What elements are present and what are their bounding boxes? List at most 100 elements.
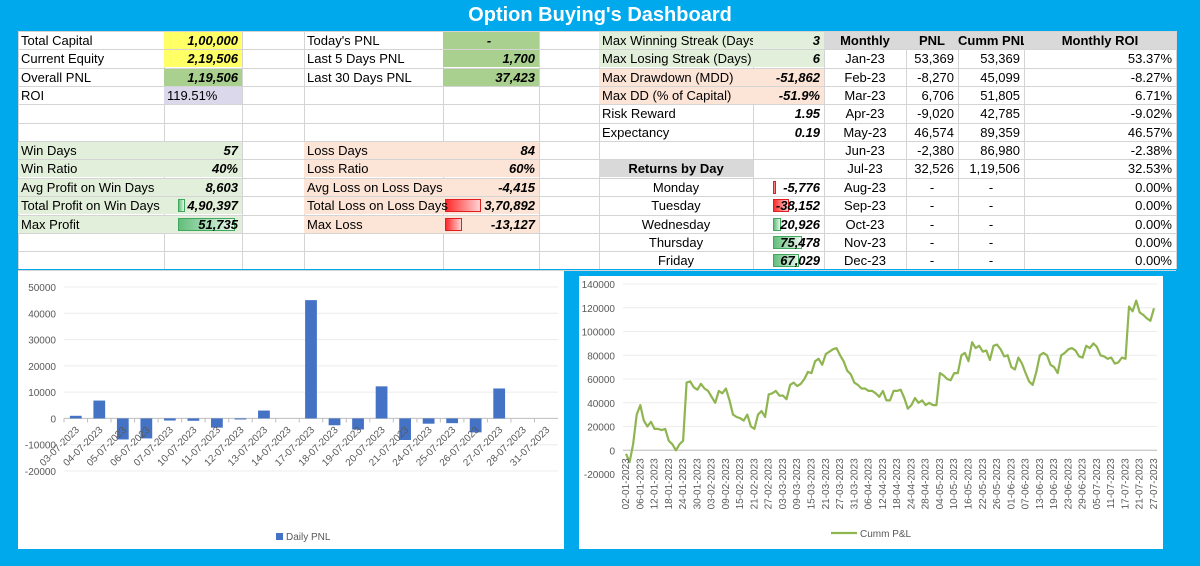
monthly-cell-11-0[interactable]: Dec-23 xyxy=(824,252,906,269)
monthly-cell-9-2[interactable]: - xyxy=(958,216,1024,233)
win-value-4[interactable]: 51,735 xyxy=(164,216,242,233)
monthly-cell-7-1[interactable]: - xyxy=(906,179,958,196)
returns-value-0[interactable]: -5,776 xyxy=(753,179,824,196)
monthly-cell-11-2[interactable]: - xyxy=(958,252,1024,269)
monthly-cell-8-0[interactable]: Sep-23 xyxy=(824,197,906,214)
monthly-cell-11-1[interactable]: - xyxy=(906,252,958,269)
monthly-cell-5-0[interactable]: Jun-23 xyxy=(824,142,906,159)
loss-value-2[interactable]: -4,415 xyxy=(443,179,539,196)
loss-value-0[interactable]: 84 xyxy=(443,142,539,159)
monthly-cell-6-0[interactable]: Jul-23 xyxy=(824,160,906,177)
monthly-cell-1-2[interactable]: 45,099 xyxy=(958,69,1024,86)
capital-value-0[interactable]: 1,00,000 xyxy=(164,32,242,49)
monthly-header-3[interactable]: Monthly ROI xyxy=(1024,32,1176,49)
monthly-cell-7-0[interactable]: Aug-23 xyxy=(824,179,906,196)
monthly-cell-5-2[interactable]: 86,980 xyxy=(958,142,1024,159)
stat-label-3[interactable]: Max DD (% of Capital) xyxy=(599,87,753,104)
monthly-cell-10-0[interactable]: Nov-23 xyxy=(824,234,906,251)
returns-day-3[interactable]: Thursday xyxy=(599,234,753,251)
monthly-cell-2-2[interactable]: 51,805 xyxy=(958,87,1024,104)
monthly-cell-1-0[interactable]: Feb-23 xyxy=(824,69,906,86)
monthly-cell-0-2[interactable]: 53,369 xyxy=(958,50,1024,67)
recent-pnl-value-0[interactable]: - xyxy=(443,32,539,49)
returns-day-4[interactable]: Friday xyxy=(599,252,753,269)
stat-value-0[interactable]: 3 xyxy=(753,32,824,49)
capital-value-3[interactable]: 119.51% xyxy=(164,87,242,104)
monthly-cell-4-2[interactable]: 89,359 xyxy=(958,124,1024,141)
capital-value-2[interactable]: 1,19,506 xyxy=(164,69,242,86)
capital-label-2[interactable]: Overall PNL xyxy=(18,69,164,86)
returns-by-day-header[interactable]: Returns by Day xyxy=(599,160,753,177)
win-value-0[interactable]: 57 xyxy=(164,142,242,159)
monthly-cell-0-0[interactable]: Jan-23 xyxy=(824,50,906,67)
monthly-cell-3-2[interactable]: 42,785 xyxy=(958,105,1024,122)
monthly-cell-5-3[interactable]: -2.38% xyxy=(1024,142,1176,159)
monthly-cell-0-3[interactable]: 53.37% xyxy=(1024,50,1176,67)
returns-day-1[interactable]: Tuesday xyxy=(599,197,753,214)
returns-value-2[interactable]: 20,926 xyxy=(753,216,824,233)
recent-pnl-value-1[interactable]: 1,700 xyxy=(443,50,539,67)
monthly-cell-6-2[interactable]: 1,19,506 xyxy=(958,160,1024,177)
recent-pnl-value-2[interactable]: 37,423 xyxy=(443,69,539,86)
monthly-cell-11-3[interactable]: 0.00% xyxy=(1024,252,1176,269)
monthly-cell-6-1[interactable]: 32,526 xyxy=(906,160,958,177)
stat-label-2[interactable]: Max Drawdown (MDD) xyxy=(599,69,753,86)
recent-pnl-label-1[interactable]: Last 5 Days PNL xyxy=(304,50,443,67)
monthly-cell-8-2[interactable]: - xyxy=(958,197,1024,214)
monthly-cell-3-0[interactable]: Apr-23 xyxy=(824,105,906,122)
stat-label-0[interactable]: Max Winning Streak (Days) xyxy=(599,32,753,49)
monthly-cell-9-0[interactable]: Oct-23 xyxy=(824,216,906,233)
returns-value-1[interactable]: -38,152 xyxy=(753,197,824,214)
monthly-cell-1-3[interactable]: -8.27% xyxy=(1024,69,1176,86)
monthly-cell-8-3[interactable]: 0.00% xyxy=(1024,197,1176,214)
returns-value-3[interactable]: 75,478 xyxy=(753,234,824,251)
monthly-cell-10-1[interactable]: - xyxy=(906,234,958,251)
monthly-cell-10-3[interactable]: 0.00% xyxy=(1024,234,1176,251)
monthly-cell-2-0[interactable]: Mar-23 xyxy=(824,87,906,104)
monthly-cell-1-1[interactable]: -8,270 xyxy=(906,69,958,86)
stat-value-1[interactable]: 6 xyxy=(753,50,824,67)
win-value-2[interactable]: 8,603 xyxy=(164,179,242,196)
monthly-cell-4-1[interactable]: 46,574 xyxy=(906,124,958,141)
win-value-1[interactable]: 40% xyxy=(164,160,242,177)
stat-value-5[interactable]: 0.19 xyxy=(753,124,824,141)
stat-label-4[interactable]: Risk Reward xyxy=(599,105,753,122)
monthly-cell-2-1[interactable]: 6,706 xyxy=(906,87,958,104)
monthly-cell-7-2[interactable]: - xyxy=(958,179,1024,196)
stat-label-1[interactable]: Max Losing Streak (Days) xyxy=(599,50,753,67)
monthly-header-1[interactable]: PNL xyxy=(906,32,958,49)
monthly-cell-4-0[interactable]: May-23 xyxy=(824,124,906,141)
monthly-header-2[interactable]: Cumm PNL xyxy=(958,32,1024,49)
monthly-cell-5-1[interactable]: -2,380 xyxy=(906,142,958,159)
returns-day-0[interactable]: Monday xyxy=(599,179,753,196)
monthly-cell-9-1[interactable]: - xyxy=(906,216,958,233)
stat-value-4[interactable]: 1.95 xyxy=(753,105,824,122)
capital-label-0[interactable]: Total Capital xyxy=(18,32,164,49)
recent-pnl-label-0[interactable]: Today's PNL xyxy=(304,32,443,49)
recent-pnl-label-2[interactable]: Last 30 Days PNL xyxy=(304,69,443,86)
stat-value-3[interactable]: -51.9% xyxy=(753,87,824,104)
returns-value-4[interactable]: 67,029 xyxy=(753,252,824,269)
capital-label-3[interactable]: ROI xyxy=(18,87,164,104)
capital-label-1[interactable]: Current Equity xyxy=(18,50,164,67)
loss-value-3[interactable]: 3,70,892 xyxy=(443,197,539,214)
stat-label-5[interactable]: Expectancy xyxy=(599,124,753,141)
monthly-cell-2-3[interactable]: 6.71% xyxy=(1024,87,1176,104)
monthly-header-0[interactable]: Monthly xyxy=(824,32,906,49)
cumulative-pnl-chart: 140000 120000 100000 80000 60000 40000 20000 0 -… xyxy=(579,276,1163,549)
stat-value-2[interactable]: -51,862 xyxy=(753,69,824,86)
monthly-cell-0-1[interactable]: 53,369 xyxy=(906,50,958,67)
returns-day-2[interactable]: Wednesday xyxy=(599,216,753,233)
loss-value-1[interactable]: 60% xyxy=(443,160,539,177)
capital-value-1[interactable]: 2,19,506 xyxy=(164,50,242,67)
monthly-cell-3-1[interactable]: -9,020 xyxy=(906,105,958,122)
monthly-cell-4-3[interactable]: 46.57% xyxy=(1024,124,1176,141)
loss-value-4[interactable]: -13,127 xyxy=(443,216,539,233)
win-value-3[interactable]: 4,90,397 xyxy=(164,197,242,214)
monthly-cell-7-3[interactable]: 0.00% xyxy=(1024,179,1176,196)
monthly-cell-10-2[interactable]: - xyxy=(958,234,1024,251)
monthly-cell-8-1[interactable]: - xyxy=(906,197,958,214)
monthly-cell-6-3[interactable]: 32.53% xyxy=(1024,160,1176,177)
monthly-cell-3-3[interactable]: -9.02% xyxy=(1024,105,1176,122)
monthly-cell-9-3[interactable]: 0.00% xyxy=(1024,216,1176,233)
